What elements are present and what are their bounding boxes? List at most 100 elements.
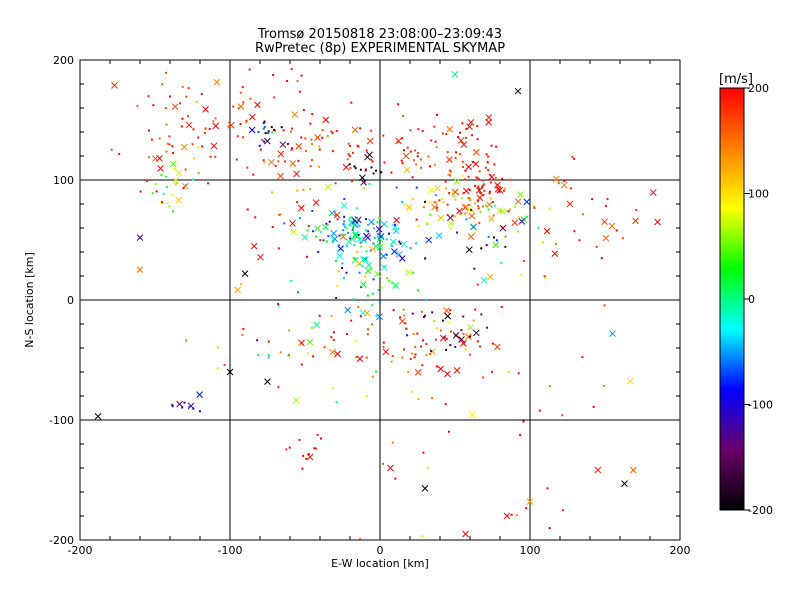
- scatter-point: [432, 320, 435, 323]
- scatter-point: [376, 221, 379, 224]
- scatter-point: [273, 96, 276, 99]
- scatter-point: [428, 165, 431, 168]
- scatter-point: [390, 360, 393, 363]
- scatter-point: [376, 235, 379, 238]
- scatter-point: [248, 113, 256, 121]
- scatter-point: [370, 158, 373, 161]
- scatter-point: [359, 315, 362, 318]
- scatter-point: [356, 207, 359, 210]
- scatter-point: [461, 204, 469, 211]
- scatter-point: [136, 234, 144, 241]
- scatter-point: [654, 218, 661, 226]
- scatter-point: [390, 281, 393, 284]
- scatter-point: [171, 145, 174, 148]
- scatter-point: [270, 126, 273, 129]
- scatter-point: [307, 224, 310, 227]
- scatter-point: [343, 215, 346, 218]
- scatter-point: [472, 160, 480, 168]
- chart-title-line2: RwPretec (8p) EXPERIMENTAL SKYMAP: [255, 41, 505, 56]
- scatter-point: [367, 230, 370, 233]
- scatter-point: [366, 151, 373, 159]
- scatter-point: [494, 181, 501, 189]
- scatter-point: [437, 214, 445, 222]
- scatter-point: [409, 129, 412, 132]
- scatter-point: [544, 276, 547, 279]
- scatter-point: [433, 125, 436, 128]
- scatter-point: [385, 238, 388, 241]
- scatter-point: [223, 363, 226, 366]
- scatter-point: [510, 513, 513, 516]
- scatter-point: [372, 278, 375, 281]
- scatter-point: [443, 336, 446, 339]
- scatter-point: [335, 400, 338, 403]
- scatter-point: [464, 212, 467, 215]
- scatter-point: [446, 125, 454, 133]
- scatter-point: [425, 236, 433, 244]
- scatter-point: [252, 173, 255, 176]
- scatter-point: [412, 159, 415, 162]
- scatter-point: [288, 446, 291, 449]
- scatter-point: [602, 234, 610, 242]
- scatter-point: [171, 405, 174, 408]
- scatter-point: [370, 129, 373, 132]
- scatter-point: [441, 132, 444, 135]
- scatter-point: [482, 183, 485, 186]
- scatter-point: [332, 331, 335, 334]
- scatter-point: [330, 230, 338, 237]
- scatter-point: [464, 136, 467, 139]
- scatter-point: [305, 150, 308, 153]
- scatter-point: [227, 121, 235, 129]
- scatter-point: [404, 269, 412, 276]
- scatter-point: [458, 336, 465, 343]
- scatter-point: [621, 480, 628, 487]
- scatter-point: [298, 438, 301, 441]
- scatter-point: [609, 330, 616, 337]
- scatter-point: [298, 217, 301, 220]
- scatter-point: [470, 223, 477, 231]
- scatter-point: [601, 218, 608, 226]
- scatter-point: [168, 135, 171, 138]
- scatter-point: [234, 286, 241, 294]
- scatter-point: [395, 137, 402, 145]
- scatter-point: [329, 348, 336, 356]
- scatter-point: [364, 267, 372, 275]
- scatter-point: [447, 430, 450, 433]
- scatter-point: [452, 332, 460, 339]
- scatter-point: [318, 145, 321, 148]
- scatter-point: [155, 190, 158, 193]
- scatter-point: [380, 252, 387, 260]
- scatter-point: [480, 313, 483, 316]
- scatter-point: [297, 159, 300, 162]
- scatter-point: [207, 182, 210, 185]
- scatter-point: [376, 244, 384, 251]
- scatter-point: [362, 239, 365, 242]
- scatter-point: [387, 464, 394, 472]
- scatter-point: [446, 203, 449, 206]
- scatter-point: [161, 201, 164, 204]
- scatter-point: [356, 144, 359, 147]
- scatter-point: [405, 204, 413, 211]
- scatter-point: [213, 78, 221, 86]
- scatter-point: [591, 198, 594, 201]
- scatter-point: [331, 241, 334, 244]
- scatter-point: [267, 354, 270, 357]
- scatter-point: [366, 333, 369, 336]
- scatter-point: [517, 216, 520, 219]
- scatter-point: [468, 188, 471, 191]
- scatter-point: [328, 220, 331, 223]
- scatter-point: [271, 191, 274, 194]
- scatter-point: [450, 330, 453, 333]
- scatter-point: [457, 137, 465, 144]
- scatter-point: [403, 348, 406, 351]
- scatter-point: [435, 146, 438, 149]
- scatter-point: [146, 179, 149, 182]
- scatter-point: [353, 257, 356, 260]
- scatter-point: [525, 507, 528, 510]
- scatter-point: [503, 187, 506, 190]
- scatter-point: [488, 192, 491, 195]
- scatter-point: [209, 155, 212, 158]
- scatter-point: [507, 210, 510, 213]
- scatter-point: [571, 155, 574, 158]
- scatter-point: [378, 244, 381, 247]
- scatter-point: [293, 170, 300, 178]
